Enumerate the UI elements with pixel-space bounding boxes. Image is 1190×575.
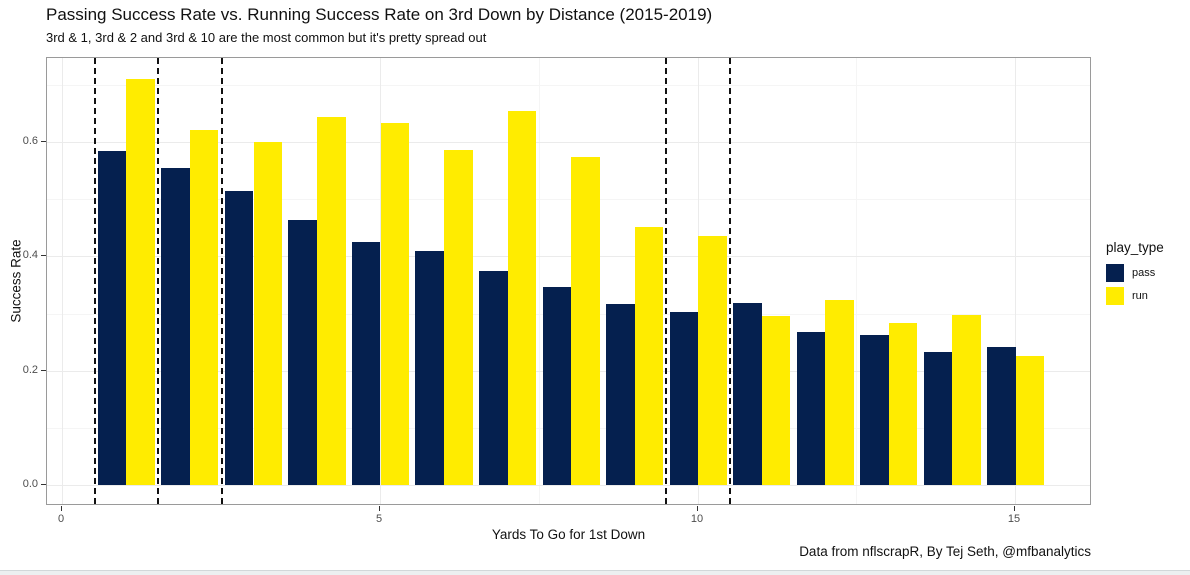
y-tick-label: 0.6 [22,135,38,147]
bar-run-10 [698,236,727,486]
legend-item-pass: pass [1106,264,1164,282]
bar-run-1 [126,78,155,486]
bar-run-3 [253,142,283,486]
gridline-x-major [62,58,63,504]
y-tick-label: 0.2 [22,364,38,376]
bar-run-13 [888,323,918,486]
x-tick-mark [379,506,380,511]
bar-pass-1 [97,150,127,486]
bar-pass-10 [669,311,699,486]
y-tick-mark [41,141,46,142]
bar-pass-12 [796,332,826,486]
bar-run-5 [380,123,410,486]
legend: play_type pass run [1106,240,1164,310]
bar-run-6 [444,150,473,486]
reference-vline [93,58,96,504]
gridline-y-minor [47,85,1090,86]
bar-pass-15 [987,346,1016,486]
x-tick-label: 5 [375,513,383,525]
x-tick-mark [1014,506,1015,511]
gridline-y-major [47,142,1090,143]
bar-pass-6 [415,250,444,486]
gridline-x-minor [539,58,540,504]
bar-run-4 [317,116,346,486]
gridline-y-major [47,256,1090,257]
bar-pass-5 [351,242,381,486]
bar-run-11 [761,315,791,486]
reference-vline [220,58,223,504]
reference-vline [728,58,731,504]
bar-pass-2 [161,168,190,486]
window-edge-strip [0,570,1190,575]
bar-run-8 [571,157,600,486]
bar-pass-14 [923,352,953,486]
y-tick-mark [41,484,46,485]
gridline-y-major [47,485,1090,486]
bar-pass-11 [733,302,762,486]
x-tick-mark [61,506,62,511]
bar-run-15 [1015,355,1045,486]
bar-pass-9 [606,303,635,486]
bar-run-9 [634,226,664,486]
bar-run-2 [189,130,219,486]
bar-pass-3 [224,191,254,486]
y-tick-label: 0.0 [22,478,38,490]
x-tick-label: 0 [57,513,65,525]
bar-pass-7 [479,271,508,486]
chart-caption: Data from nflscrapR, By Tej Seth, @mfban… [799,544,1091,559]
legend-item-run: run [1106,287,1164,305]
bar-pass-4 [288,220,317,486]
legend-swatch-pass [1106,264,1124,282]
gridline-x-minor [856,58,857,504]
bar-run-12 [825,299,854,486]
y-tick-label: 0.4 [22,249,38,261]
legend-title: play_type [1106,240,1164,255]
bar-run-14 [952,315,981,486]
x-tick-label: 15 [1007,513,1021,525]
legend-swatch-run [1106,287,1124,305]
legend-label-pass: pass [1132,267,1156,279]
x-axis-label: Yards To Go for 1st Down [491,527,646,542]
reference-vline [157,58,160,504]
gridline-y-minor [47,199,1090,200]
legend-label-run: run [1132,290,1148,302]
x-tick-mark [697,506,698,511]
gridline-x-major [1015,58,1016,504]
bar-run-7 [507,111,537,486]
plot-panel [46,57,1091,505]
bar-pass-13 [860,334,889,486]
chart-subtitle: 3rd & 1, 3rd & 2 and 3rd & 10 are the mo… [46,30,487,45]
bar-pass-8 [542,287,572,486]
x-tick-label: 10 [690,513,704,525]
chart-title: Passing Success Rate vs. Running Success… [46,5,713,24]
reference-vline [665,58,668,504]
y-tick-mark [41,255,46,256]
y-tick-mark [41,370,46,371]
